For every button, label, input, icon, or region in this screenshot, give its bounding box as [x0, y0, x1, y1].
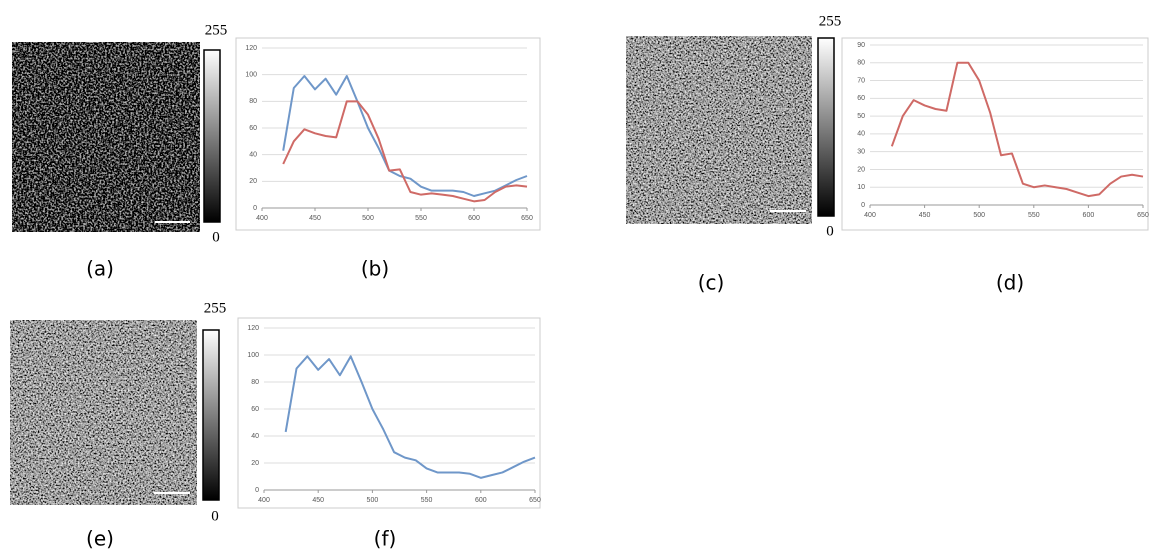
y-tick-label: 100 — [247, 352, 259, 359]
x-tick-label: 400 — [864, 212, 876, 219]
y-tick-label: 120 — [247, 325, 259, 332]
panel-label: (e) — [86, 527, 114, 551]
y-tick-label: 10 — [857, 184, 865, 191]
y-tick-label: 20 — [857, 166, 865, 173]
y-tick-label: 30 — [857, 149, 865, 156]
y-tick-label: 40 — [249, 152, 257, 159]
x-tick-label: 450 — [919, 212, 931, 219]
x-tick-label: 600 — [1083, 212, 1095, 219]
colorbar-max: 255 — [204, 300, 227, 316]
y-tick-label: 80 — [251, 379, 259, 386]
micrograph — [12, 42, 200, 232]
x-tick-label: 550 — [415, 215, 427, 222]
data-line — [890, 61, 1144, 198]
panel-label: (a) — [86, 257, 114, 281]
y-tick-label: 60 — [251, 406, 259, 413]
panel-label: (d) — [996, 271, 1024, 295]
y-tick-label: 0 — [255, 487, 259, 494]
chart-frame — [235, 37, 541, 231]
chart-frame — [237, 317, 541, 509]
x-tick-label: 550 — [1028, 212, 1040, 219]
y-tick-label: 60 — [249, 125, 257, 132]
x-tick-label: 400 — [256, 215, 268, 222]
x-tick-label: 400 — [258, 497, 270, 504]
y-tick-label: 40 — [251, 433, 259, 440]
micrograph — [10, 320, 197, 505]
panel-label: (f) — [374, 527, 397, 551]
x-tick-label: 650 — [529, 497, 541, 504]
y-tick-label: 90 — [857, 42, 865, 49]
x-tick-label: 550 — [421, 497, 433, 504]
panel-label: (b) — [361, 257, 389, 281]
panel-label: (c) — [698, 271, 725, 295]
colorbar-max: 255 — [819, 13, 842, 29]
y-tick-label: 40 — [857, 131, 865, 138]
x-tick-label: 450 — [309, 215, 321, 222]
colorbar-max: 255 — [205, 22, 228, 38]
y-tick-label: 0 — [253, 205, 257, 212]
y-tick-label: 100 — [245, 72, 257, 79]
y-tick-label: 80 — [857, 60, 865, 67]
y-tick-label: 80 — [249, 98, 257, 105]
y-tick-label: 20 — [249, 178, 257, 185]
colorbar-min: 0 — [826, 223, 834, 239]
colorbar-min: 0 — [211, 508, 219, 524]
x-tick-label: 650 — [1137, 212, 1149, 219]
x-tick-label: 500 — [973, 212, 985, 219]
colorbar — [203, 49, 221, 223]
colorbar — [817, 37, 835, 217]
x-tick-label: 600 — [468, 215, 480, 222]
micrograph — [626, 36, 812, 224]
colorbar-min: 0 — [212, 229, 220, 245]
y-tick-label: 60 — [857, 95, 865, 102]
y-tick-label: 120 — [245, 45, 257, 52]
x-tick-label: 650 — [521, 215, 533, 222]
x-tick-label: 500 — [367, 497, 379, 504]
x-tick-label: 450 — [312, 497, 324, 504]
data-line — [282, 75, 528, 197]
x-tick-label: 500 — [362, 215, 374, 222]
data-line — [282, 100, 528, 203]
y-tick-label: 0 — [861, 202, 865, 209]
y-tick-label: 20 — [251, 460, 259, 467]
y-tick-label: 70 — [857, 77, 865, 84]
x-tick-label: 600 — [475, 497, 487, 504]
colorbar — [202, 329, 220, 501]
y-tick-label: 50 — [857, 113, 865, 120]
data-line — [284, 355, 536, 479]
